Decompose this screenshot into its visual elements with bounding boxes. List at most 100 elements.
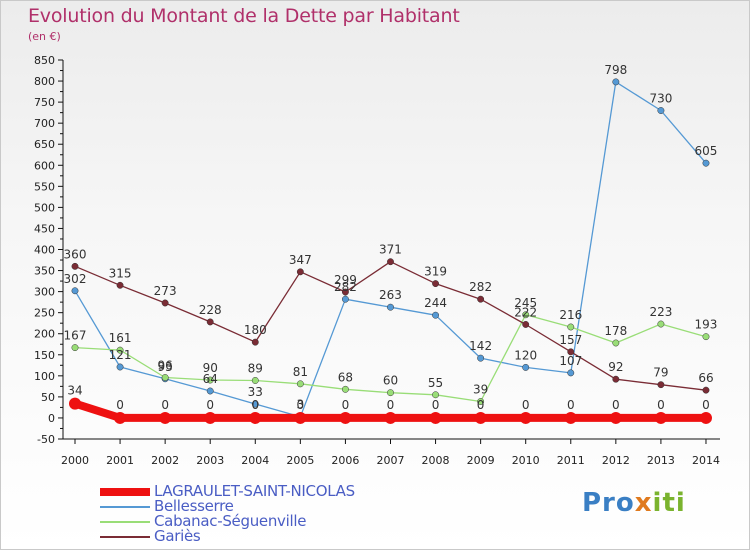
data-label: 64	[203, 372, 218, 386]
x-tick-label: 2009	[467, 454, 495, 467]
legend-label: LAGRAULET-SAINT-NICOLAS	[154, 482, 355, 500]
data-label: 0	[297, 398, 305, 412]
data-point	[657, 381, 665, 389]
data-point	[341, 288, 349, 296]
x-tick-label: 2010	[512, 454, 540, 467]
chart-unit: (en €)	[28, 30, 61, 43]
data-point	[612, 375, 620, 383]
data-label: 66	[698, 371, 713, 385]
x-tick-label: 2006	[331, 454, 359, 467]
data-point	[657, 107, 665, 114]
data-label: 319	[424, 265, 447, 279]
data-point	[522, 311, 530, 319]
data-point	[567, 323, 575, 331]
x-tick-label: 2014	[692, 454, 720, 467]
data-point	[294, 411, 307, 424]
data-point	[71, 344, 79, 352]
data-label: 347	[289, 253, 312, 267]
data-label: 223	[649, 305, 672, 319]
data-point	[432, 280, 440, 288]
series-2	[71, 311, 710, 405]
data-point	[206, 318, 214, 326]
data-label: 0	[567, 398, 575, 412]
data-point	[387, 389, 394, 397]
data-label: 222	[514, 305, 537, 319]
y-tick-label: 300	[34, 286, 55, 299]
data-point	[702, 159, 710, 167]
data-point	[612, 339, 620, 347]
data-label: 228	[199, 303, 222, 317]
y-tick-label: 750	[34, 96, 55, 109]
logo-part-3: iti	[652, 488, 686, 518]
data-point	[116, 281, 124, 289]
data-label: 371	[379, 243, 402, 257]
data-label: 0	[387, 398, 395, 412]
data-point	[429, 411, 442, 424]
data-point	[69, 397, 81, 410]
x-tick-label: 2001	[106, 454, 134, 467]
data-label: 0	[116, 398, 124, 412]
y-tick-label: 250	[34, 307, 55, 320]
data-label: 360	[64, 247, 87, 261]
data-label: 244	[424, 296, 447, 310]
data-label: 273	[154, 284, 177, 298]
data-point	[567, 348, 575, 356]
data-point	[161, 299, 169, 307]
x-tick-label: 2008	[422, 454, 450, 467]
data-point	[387, 303, 394, 311]
data-label: 0	[477, 398, 485, 412]
data-label: 89	[248, 361, 263, 375]
data-point	[522, 363, 530, 371]
data-label: 0	[206, 398, 214, 412]
data-label: 120	[514, 348, 537, 362]
data-point	[71, 287, 79, 295]
data-point	[251, 377, 259, 384]
data-label: 0	[702, 398, 710, 412]
data-point	[522, 321, 530, 328]
data-point	[114, 411, 127, 424]
logo-part-2: x	[634, 488, 653, 518]
data-point	[251, 338, 259, 346]
x-tick-label: 2000	[61, 454, 89, 467]
x-tick-label: 2011	[557, 454, 585, 467]
data-label: 282	[334, 280, 357, 294]
data-label: 180	[244, 323, 267, 337]
data-label: 81	[293, 365, 308, 379]
data-point	[519, 411, 532, 424]
x-tick-label: 2002	[151, 454, 179, 467]
data-point	[251, 400, 259, 408]
data-label: 3	[297, 398, 305, 412]
data-label: 282	[469, 280, 492, 294]
data-point	[116, 363, 124, 371]
data-point	[564, 411, 577, 424]
data-point	[296, 268, 304, 276]
data-label: 0	[657, 398, 665, 412]
x-tick-label: 2013	[647, 454, 675, 467]
data-point	[567, 369, 575, 377]
data-label: 0	[161, 398, 169, 412]
data-point	[206, 387, 214, 395]
data-label: 299	[334, 273, 357, 287]
data-label: 245	[514, 296, 537, 310]
y-tick-label: 650	[34, 138, 55, 151]
data-point	[249, 411, 262, 424]
data-label: 96	[157, 359, 172, 373]
x-tick-label: 2004	[241, 454, 269, 467]
data-label: 90	[203, 361, 218, 375]
data-point	[654, 411, 667, 424]
data-point	[161, 374, 169, 381]
y-tick-label: 700	[34, 117, 55, 130]
data-point	[432, 311, 440, 319]
data-point	[474, 411, 487, 424]
data-point	[116, 346, 124, 354]
data-label: 142	[469, 339, 492, 353]
data-label: 605	[695, 144, 718, 158]
data-label: 315	[109, 266, 132, 280]
x-tick-label: 2005	[286, 454, 314, 467]
data-point	[206, 376, 214, 384]
data-point	[341, 385, 349, 393]
data-label: 0	[251, 398, 259, 412]
